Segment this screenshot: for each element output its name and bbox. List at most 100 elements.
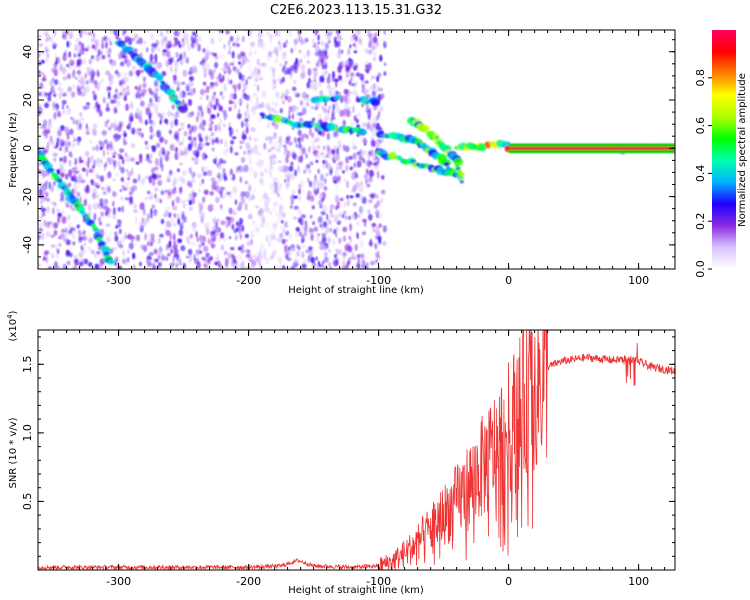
noise-speckle [181,99,185,106]
noise-speckle [232,255,237,263]
noise-speckle [204,88,210,94]
noise-speckle [322,183,325,190]
noise-speckle [201,62,206,69]
noise-speckle [125,234,131,239]
noise-speckle [216,180,219,186]
x-tick-label: -100 [366,575,391,588]
noise-speckle [65,227,68,233]
noise-speckle [356,151,362,156]
noise-speckle [139,156,143,164]
noise-speckle [56,248,60,255]
noise-speckle [126,124,131,130]
noise-speckle [373,203,378,209]
noise-speckle [223,139,228,148]
noise-speckle [252,219,255,226]
noise-speckle [346,198,350,207]
noise-speckle [103,139,109,145]
noise-speckle [98,264,104,269]
noise-speckle [211,230,216,235]
noise-speckle [303,232,307,237]
snr-background [38,330,675,570]
noise-speckle [331,149,336,155]
noise-speckle [107,53,111,58]
noise-speckle [55,141,59,148]
noise-speckle [73,173,77,180]
noise-speckle [331,87,336,91]
noise-speckle [275,102,279,108]
noise-speckle [138,115,143,122]
noise-speckle [356,30,361,35]
noise-speckle [62,76,67,81]
noise-speckle [262,192,268,200]
noise-speckle [154,265,157,269]
noise-speckle [229,168,233,176]
noise-speckle [164,139,168,145]
noise-speckle [122,130,127,138]
noise-speckle [367,62,372,71]
noise-speckle [181,169,187,177]
noise-speckle [305,102,310,107]
noise-speckle [55,56,58,65]
noise-speckle [321,48,327,52]
noise-speckle [267,106,271,112]
noise-speckle [164,209,169,217]
noise-speckle [372,156,376,162]
noise-speckle [341,78,344,85]
noise-speckle [63,52,67,56]
noise-speckle [266,136,271,141]
noise-speckle [38,162,41,167]
noise-speckle [337,65,342,74]
noise-speckle [257,152,262,157]
noise-speckle [349,166,353,171]
noise-speckle [241,35,245,43]
noise-speckle [129,116,134,123]
noise-speckle [234,87,237,93]
noise-speckle [284,221,288,228]
noise-speckle [141,119,144,126]
noise-speckle [45,231,51,238]
noise-speckle [208,100,212,106]
noise-speckle [181,38,185,42]
noise-speckle [338,145,341,151]
noise-speckle [333,78,340,83]
noise-speckle [310,80,313,84]
noise-speckle [198,202,202,208]
noise-speckle [79,111,83,118]
noise-speckle [114,69,119,75]
noise-speckle [368,161,373,166]
noise-speckle [293,79,297,85]
noise-speckle [60,87,64,95]
noise-speckle [112,154,116,159]
noise-speckle [311,180,317,189]
noise-speckle [68,159,72,167]
colorbar-label: Normalized spectral amplitude [737,73,748,227]
noise-speckle [114,256,119,262]
noise-speckle [133,48,138,54]
noise-speckle [239,176,242,183]
noise-speckle [117,71,121,78]
noise-speckle [279,63,282,67]
noise-speckle [210,37,215,45]
noise-speckle [112,200,115,207]
noise-speckle [68,222,72,230]
noise-speckle [320,210,326,216]
noise-speckle [264,205,270,213]
noise-speckle [365,168,369,175]
noise-speckle [361,231,366,236]
noise-speckle [360,180,364,187]
noise-speckle [218,37,222,43]
noise-speckle [318,113,322,120]
noise-speckle [234,260,238,265]
noise-speckle [144,175,149,180]
noise-speckle [379,56,383,61]
noise-speckle [240,196,246,205]
noise-speckle [313,187,317,196]
noise-speckle [160,31,163,37]
noise-speckle [250,71,254,79]
noise-speckle [239,165,243,173]
noise-speckle [233,210,236,216]
noise-speckle [202,196,206,203]
noise-speckle [53,230,57,238]
noise-speckle [188,128,192,136]
